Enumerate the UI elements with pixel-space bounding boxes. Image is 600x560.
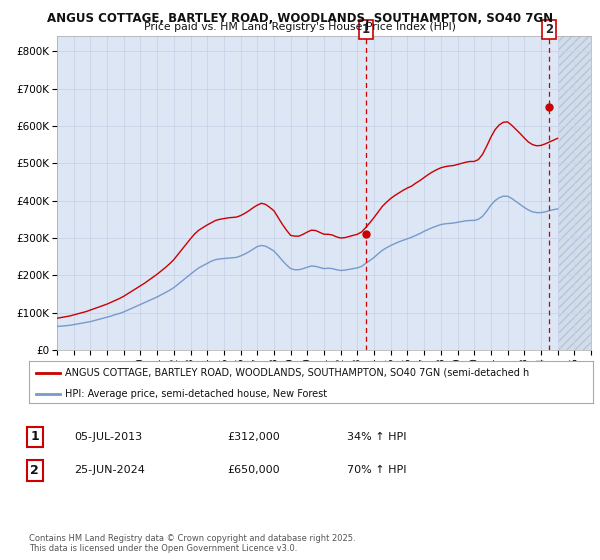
Text: Contains HM Land Registry data © Crown copyright and database right 2025.
This d: Contains HM Land Registry data © Crown c… <box>29 534 355 553</box>
Text: 34% ↑ HPI: 34% ↑ HPI <box>347 432 406 442</box>
Text: 70% ↑ HPI: 70% ↑ HPI <box>347 465 406 475</box>
Text: 25-JUN-2024: 25-JUN-2024 <box>74 465 145 475</box>
Text: ANGUS COTTAGE, BARTLEY ROAD, WOODLANDS, SOUTHAMPTON, SO40 7GN (semi-detached h: ANGUS COTTAGE, BARTLEY ROAD, WOODLANDS, … <box>65 368 530 378</box>
Text: 05-JUL-2013: 05-JUL-2013 <box>74 432 142 442</box>
Text: 2: 2 <box>31 464 39 477</box>
Text: ANGUS COTTAGE, BARTLEY ROAD, WOODLANDS, SOUTHAMPTON, SO40 7GN: ANGUS COTTAGE, BARTLEY ROAD, WOODLANDS, … <box>47 12 553 25</box>
Text: HPI: Average price, semi-detached house, New Forest: HPI: Average price, semi-detached house,… <box>65 389 328 399</box>
Text: 2: 2 <box>545 24 553 36</box>
Text: 1: 1 <box>31 430 39 444</box>
Text: 1: 1 <box>362 24 370 36</box>
Text: Price paid vs. HM Land Registry's House Price Index (HPI): Price paid vs. HM Land Registry's House … <box>144 22 456 32</box>
Text: £312,000: £312,000 <box>227 432 280 442</box>
Text: £650,000: £650,000 <box>227 465 280 475</box>
